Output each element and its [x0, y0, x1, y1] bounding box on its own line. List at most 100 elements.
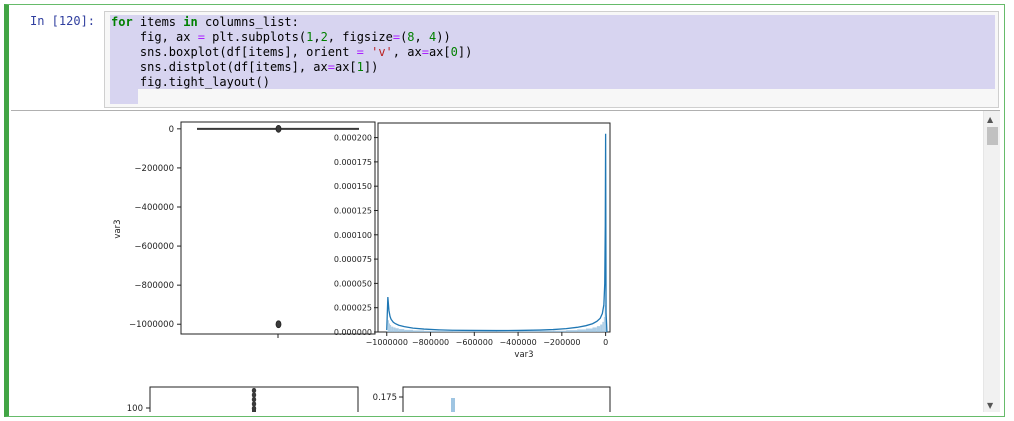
distplot-y-tick-label: 0.000150 — [334, 182, 372, 191]
boxplot2-outlier-point — [251, 387, 257, 394]
distplot-hist-bar — [423, 330, 440, 332]
distplot-hist-bar — [602, 321, 604, 332]
distplot-x-tick-label: −1000000 — [366, 338, 408, 347]
distplot-hist-bar — [395, 328, 399, 332]
distplot-hist-bar — [387, 320, 389, 332]
code-editor[interactable]: for items in columns_list: fig, ax = plt… — [104, 11, 999, 108]
code-token: 0 — [450, 45, 458, 59]
distplot-hist-bar — [577, 329, 586, 332]
boxplot-y-tick-label: −200000 — [134, 164, 174, 174]
distplot-hist-bar — [391, 326, 394, 332]
code-token: = — [356, 45, 364, 59]
distplot-hist-bar — [592, 327, 597, 332]
distplot-hist-bar — [585, 328, 593, 332]
distplot-x-tick-label: −800000 — [412, 338, 449, 347]
code-token: sns.distplot(df[items], ax — [111, 60, 328, 74]
distplot-y-tick-label: 0.000050 — [334, 279, 372, 288]
boxplot-frame — [180, 121, 376, 335]
code-line: sns.boxplot(df[items], orient = 'v', ax=… — [111, 45, 995, 60]
code-token: = — [197, 30, 205, 44]
boxplot2-outlier-point — [251, 401, 257, 407]
code-token: = — [392, 30, 401, 44]
scroll-down-icon[interactable]: ▼ — [987, 401, 994, 410]
distplot-x-tick-label: −400000 — [499, 338, 536, 347]
code-token: plt.subplots( — [204, 30, 307, 44]
distplot-hist-bar — [452, 331, 475, 332]
boxplot2-outlier-point — [251, 392, 257, 398]
code-line: sns.distplot(df[items], ax=ax[1]) — [111, 60, 995, 75]
scrollbar-thumb[interactable] — [987, 127, 998, 145]
boxplot-y-tick-label: −400000 — [134, 203, 174, 213]
distplot-x-axis-label: var3 — [514, 350, 533, 360]
distplot-y-tick-label: 0.000125 — [334, 206, 372, 215]
distplot-hist-bar — [518, 331, 540, 332]
output-scrollbar[interactable]: ▲ ▼ — [983, 111, 1000, 412]
boxplot2-box — [252, 407, 256, 412]
code-token: ]) — [457, 45, 473, 59]
code-token: in — [183, 15, 198, 29]
distplot-hist-bar — [496, 331, 519, 332]
code-token: )) — [436, 30, 451, 44]
distplot-y-tick-label: 0.000075 — [334, 255, 372, 264]
distplot-hist-bar — [393, 327, 396, 332]
code-token: for — [111, 15, 133, 29]
scroll-up-icon[interactable]: ▲ — [987, 115, 994, 124]
distplot-x-tick-label: −200000 — [543, 338, 580, 347]
distplot-hist-bar — [388, 323, 391, 332]
boxplot2-y-tick-label: 100 — [127, 404, 143, 412]
cell-output-area[interactable]: 0 −200000 −400000 −600000 −800000 −1000000 var… — [11, 110, 1000, 412]
code-token: 4 — [428, 30, 437, 44]
code-token: , — [414, 30, 429, 44]
distplot2-y-tick-label: 0.175 — [373, 393, 397, 403]
cell-prompt: In [120]: — [30, 14, 96, 28]
code-token: = — [327, 60, 335, 74]
boxplot-outlier-point — [275, 124, 282, 133]
distplot-frame — [377, 122, 611, 333]
boxplot-y-tick-label: −800000 — [134, 281, 174, 291]
code-token: sns.boxplot(df[items], orient — [111, 45, 357, 59]
code-token: 1 — [306, 30, 314, 44]
code-token: fig.tight_layout() — [111, 75, 270, 89]
distplot-hist-bar — [566, 330, 578, 332]
boxplot-y-tick-label: 0 — [169, 125, 174, 135]
code-token: 2 — [320, 30, 328, 44]
code-token: , — [313, 30, 321, 44]
code-token: fig, ax — [111, 30, 198, 44]
distplot-hist-bar — [605, 321, 607, 332]
code-token: items — [132, 15, 184, 29]
distplot-hist-bar — [404, 329, 414, 332]
distplot-kde-line — [386, 133, 608, 333]
code-token: 8 — [407, 30, 415, 44]
code-token: ( — [400, 30, 408, 44]
code-text[interactable]: for items in columns_list: fig, ax = plt… — [110, 15, 995, 89]
code-token: 1 — [356, 60, 364, 74]
distplot-hist-bar — [413, 330, 424, 332]
boxplot2-frame — [149, 386, 359, 412]
boxplot2-outlier-point — [251, 396, 257, 403]
distplot2-frame — [402, 386, 611, 412]
boxplot-y-tick-label: −1000000 — [129, 320, 174, 330]
distplot-hist-bar — [474, 331, 497, 332]
code-token: ]) — [363, 60, 379, 74]
distplot-hist-bar — [603, 317, 605, 332]
distplot-hist-bar — [386, 330, 388, 332]
boxplot-y-tick-label: −600000 — [134, 242, 174, 252]
distplot-hist-bar — [539, 330, 554, 332]
distplot-hist-bar — [596, 326, 601, 332]
distplot-hist-bar — [604, 305, 606, 332]
distplot-hist-bar — [553, 330, 567, 332]
code-token: 'v' — [371, 45, 393, 59]
distplot-hist-bar — [439, 331, 453, 332]
distplot-y-tick-label: 0.000200 — [334, 134, 372, 143]
code-token: = — [421, 45, 429, 59]
code-token: columns_list: — [197, 15, 299, 29]
distplot-y-tick-label: 0.000175 — [334, 158, 372, 167]
distplot-hist-bar — [390, 325, 392, 332]
code-token: , figsize — [327, 30, 393, 44]
distplot-y-tick-label: 0.000000 — [334, 328, 372, 337]
distplot-hist-bar — [600, 324, 603, 332]
distplot2-hist-bar — [451, 398, 455, 412]
distplot-hist-bar — [398, 329, 405, 332]
output-plots: 0 −200000 −400000 −600000 −800000 −1000000 var… — [113, 121, 611, 412]
code-line: for items in columns_list: — [111, 15, 995, 30]
